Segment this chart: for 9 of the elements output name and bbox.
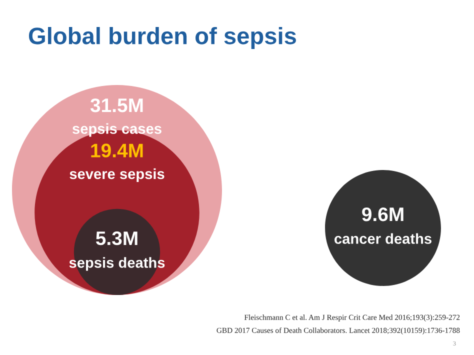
data-label: 31.5M (90, 98, 143, 112)
data-label: 9.6M (362, 207, 404, 222)
data-label: 19.4M (91, 144, 143, 158)
category-label: severe sepsis (70, 168, 164, 182)
text: Global burden of sepsis (28, 26, 296, 50)
data-label: 5.3M (96, 231, 138, 246)
category-label: sepsis deaths (69, 257, 165, 271)
category-label: sepsis cases (72, 123, 162, 137)
category-label: cancer deaths (334, 233, 432, 244)
